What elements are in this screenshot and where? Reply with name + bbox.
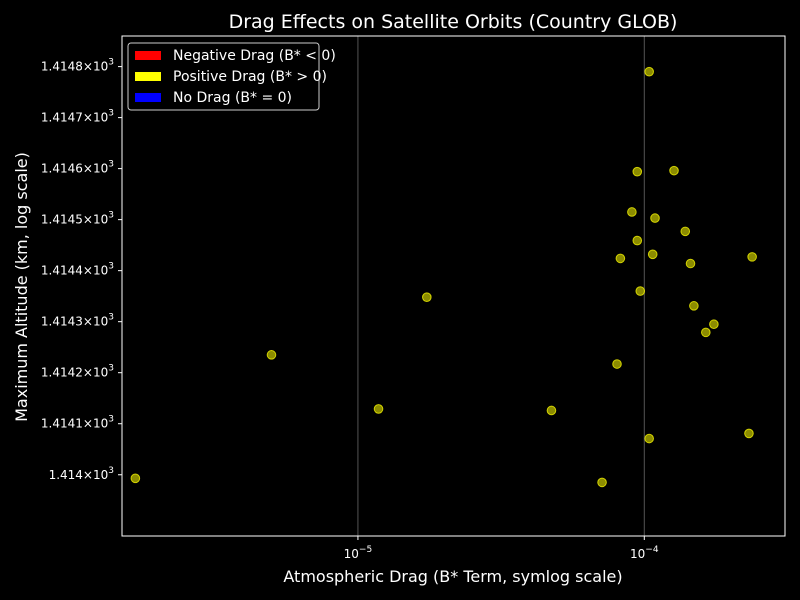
y-axis-ticks: 1.414×103 1.4141×103 1.4142×103 1.4143×103 1… [41,58,122,482]
x-axis-ticks: 10−5 10−4 [344,536,659,561]
data-point [650,213,660,223]
data-point [627,207,637,217]
y-tick-label: 1.4144×103 [41,262,114,278]
data-point [130,473,141,484]
data-point [635,286,646,296]
data-points [130,66,757,488]
data-point [744,428,754,439]
y-tick-label: 1.4142×103 [41,364,114,380]
data-point [612,359,622,369]
legend-label: Positive Drag (B* > 0) [173,69,327,85]
legend-box [127,42,320,111]
legend-swatch [135,51,161,60]
data-point [546,405,557,416]
y-tick-label: 1.4145×103 [41,211,114,227]
legend-swatch [135,72,161,81]
data-point [709,319,719,330]
data-point [669,165,679,176]
y-tick-label: 1.4146×103 [41,160,114,176]
y-tick-label: 1.4148×103 [41,58,114,74]
legend-swatch [135,93,161,102]
data-point [701,327,711,338]
plot-frame [121,35,786,537]
y-tick-label: 1.4141×103 [41,415,114,431]
y-tick-label: 1.4147×103 [41,109,114,125]
data-point [373,404,384,414]
x-tick-label: 10−5 [344,545,373,561]
data-point [632,166,643,177]
data-point [747,252,757,262]
data-point [597,477,607,488]
x-axis-label: Atmospheric Drag (B* Term, symlog scale) [283,567,622,586]
data-point [644,66,654,77]
legend-label: Negative Drag (B* < 0) [173,48,336,64]
data-point [632,235,643,246]
data-point [615,253,626,264]
legend-label: No Drag (B* = 0) [173,90,292,106]
data-point [422,292,432,302]
chart-title: Drag Effects on Satellite Orbits (Countr… [229,11,678,33]
data-point [689,301,699,311]
y-tick-label: 1.414×103 [49,466,114,482]
data-point [685,258,696,269]
data-point [266,350,277,360]
y-tick-label: 1.4143×103 [41,313,114,329]
legend: Negative Drag (B* < 0) Positive Drag (B* … [127,42,336,111]
data-point [644,433,654,444]
data-point [647,249,658,260]
grid-lines [357,36,645,536]
x-tick-label: 10−4 [630,545,659,561]
y-axis-label: Maximum Altitude (km, log scale) [12,152,31,422]
data-point [680,226,691,237]
